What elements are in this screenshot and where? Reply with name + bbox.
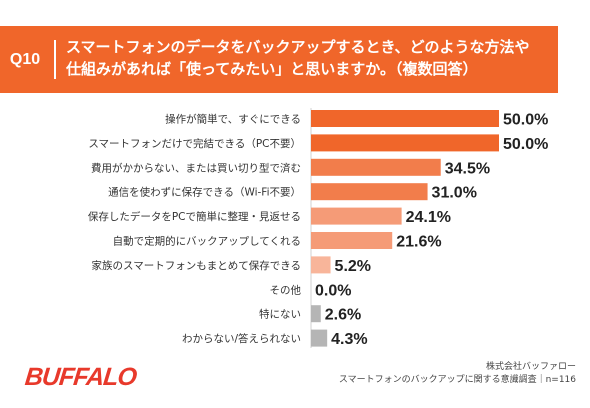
- value-label: 34.5%: [445, 160, 490, 177]
- value-label: 50.0%: [503, 136, 548, 153]
- value-label: 21.6%: [396, 234, 441, 251]
- bar: [311, 183, 428, 201]
- question-title-line1: スマートフォンのデータをバックアップするとき、どのような方法や: [66, 38, 530, 56]
- bar: [311, 329, 328, 347]
- question-title: スマートフォンのデータをバックアップするとき、どのような方法や 仕組みがあれば「…: [66, 36, 551, 80]
- footer-survey: スマートフォンのバックアップに関する意識調査｜n=116: [338, 375, 576, 385]
- category-label: その他: [270, 283, 302, 296]
- bar: [311, 158, 441, 176]
- buffalo-logo: BUFFALO: [23, 363, 138, 391]
- bar-chart: 操作が簡単で、すぐにできる 50.0% スマートフォンだけで完結できる（PC不要） 5…: [88, 108, 548, 348]
- bar: [311, 207, 402, 225]
- value-label: 31.0%: [432, 185, 477, 202]
- footer-company: 株式会社バッファロー: [485, 362, 576, 372]
- value-label: 5.2%: [335, 258, 371, 275]
- category-label: 操作が簡単で、すぐにできる: [165, 113, 301, 126]
- value-label: 0.0%: [315, 282, 351, 299]
- value-label: 50.0%: [503, 112, 548, 129]
- category-label: 特にない: [259, 309, 301, 321]
- question-number: Q10: [9, 50, 41, 68]
- bar: [311, 305, 321, 323]
- bar: [311, 134, 499, 152]
- category-label: 保存したデータをPCで簡単に整理・見返せる: [88, 210, 301, 223]
- bar: [311, 110, 499, 127]
- value-label: 24.1%: [406, 209, 451, 226]
- header-divider: [54, 40, 56, 79]
- category-label: 費用がかからない、または買い切り型で済む: [91, 161, 301, 174]
- category-label: スマートフォンだけで完結できる（PC不要）: [88, 137, 301, 150]
- category-label: 自動で定期的にバックアップしてくれる: [113, 235, 301, 248]
- category-label: わからない/答えられない: [182, 332, 301, 345]
- survey-footer: 株式会社バッファロー スマートフォンのバックアップに関する意識調査｜n=116: [339, 361, 576, 387]
- value-label: 2.6%: [325, 307, 361, 324]
- question-header: Q10 スマートフォンのデータをバックアップするとき、どのような方法や 仕組みが…: [0, 26, 558, 93]
- bar: [311, 232, 393, 249]
- bar: [311, 256, 331, 274]
- category-label: 家族のスマートフォンもまとめて保存できる: [92, 259, 301, 272]
- question-title-line2: 仕組みがあれば「使ってみたい」と思いますか。（複数回答）: [66, 60, 478, 78]
- category-label: 通信を使わずに保存できる（Wi-Fi不要）: [108, 186, 301, 199]
- value-label: 4.3%: [331, 331, 367, 348]
